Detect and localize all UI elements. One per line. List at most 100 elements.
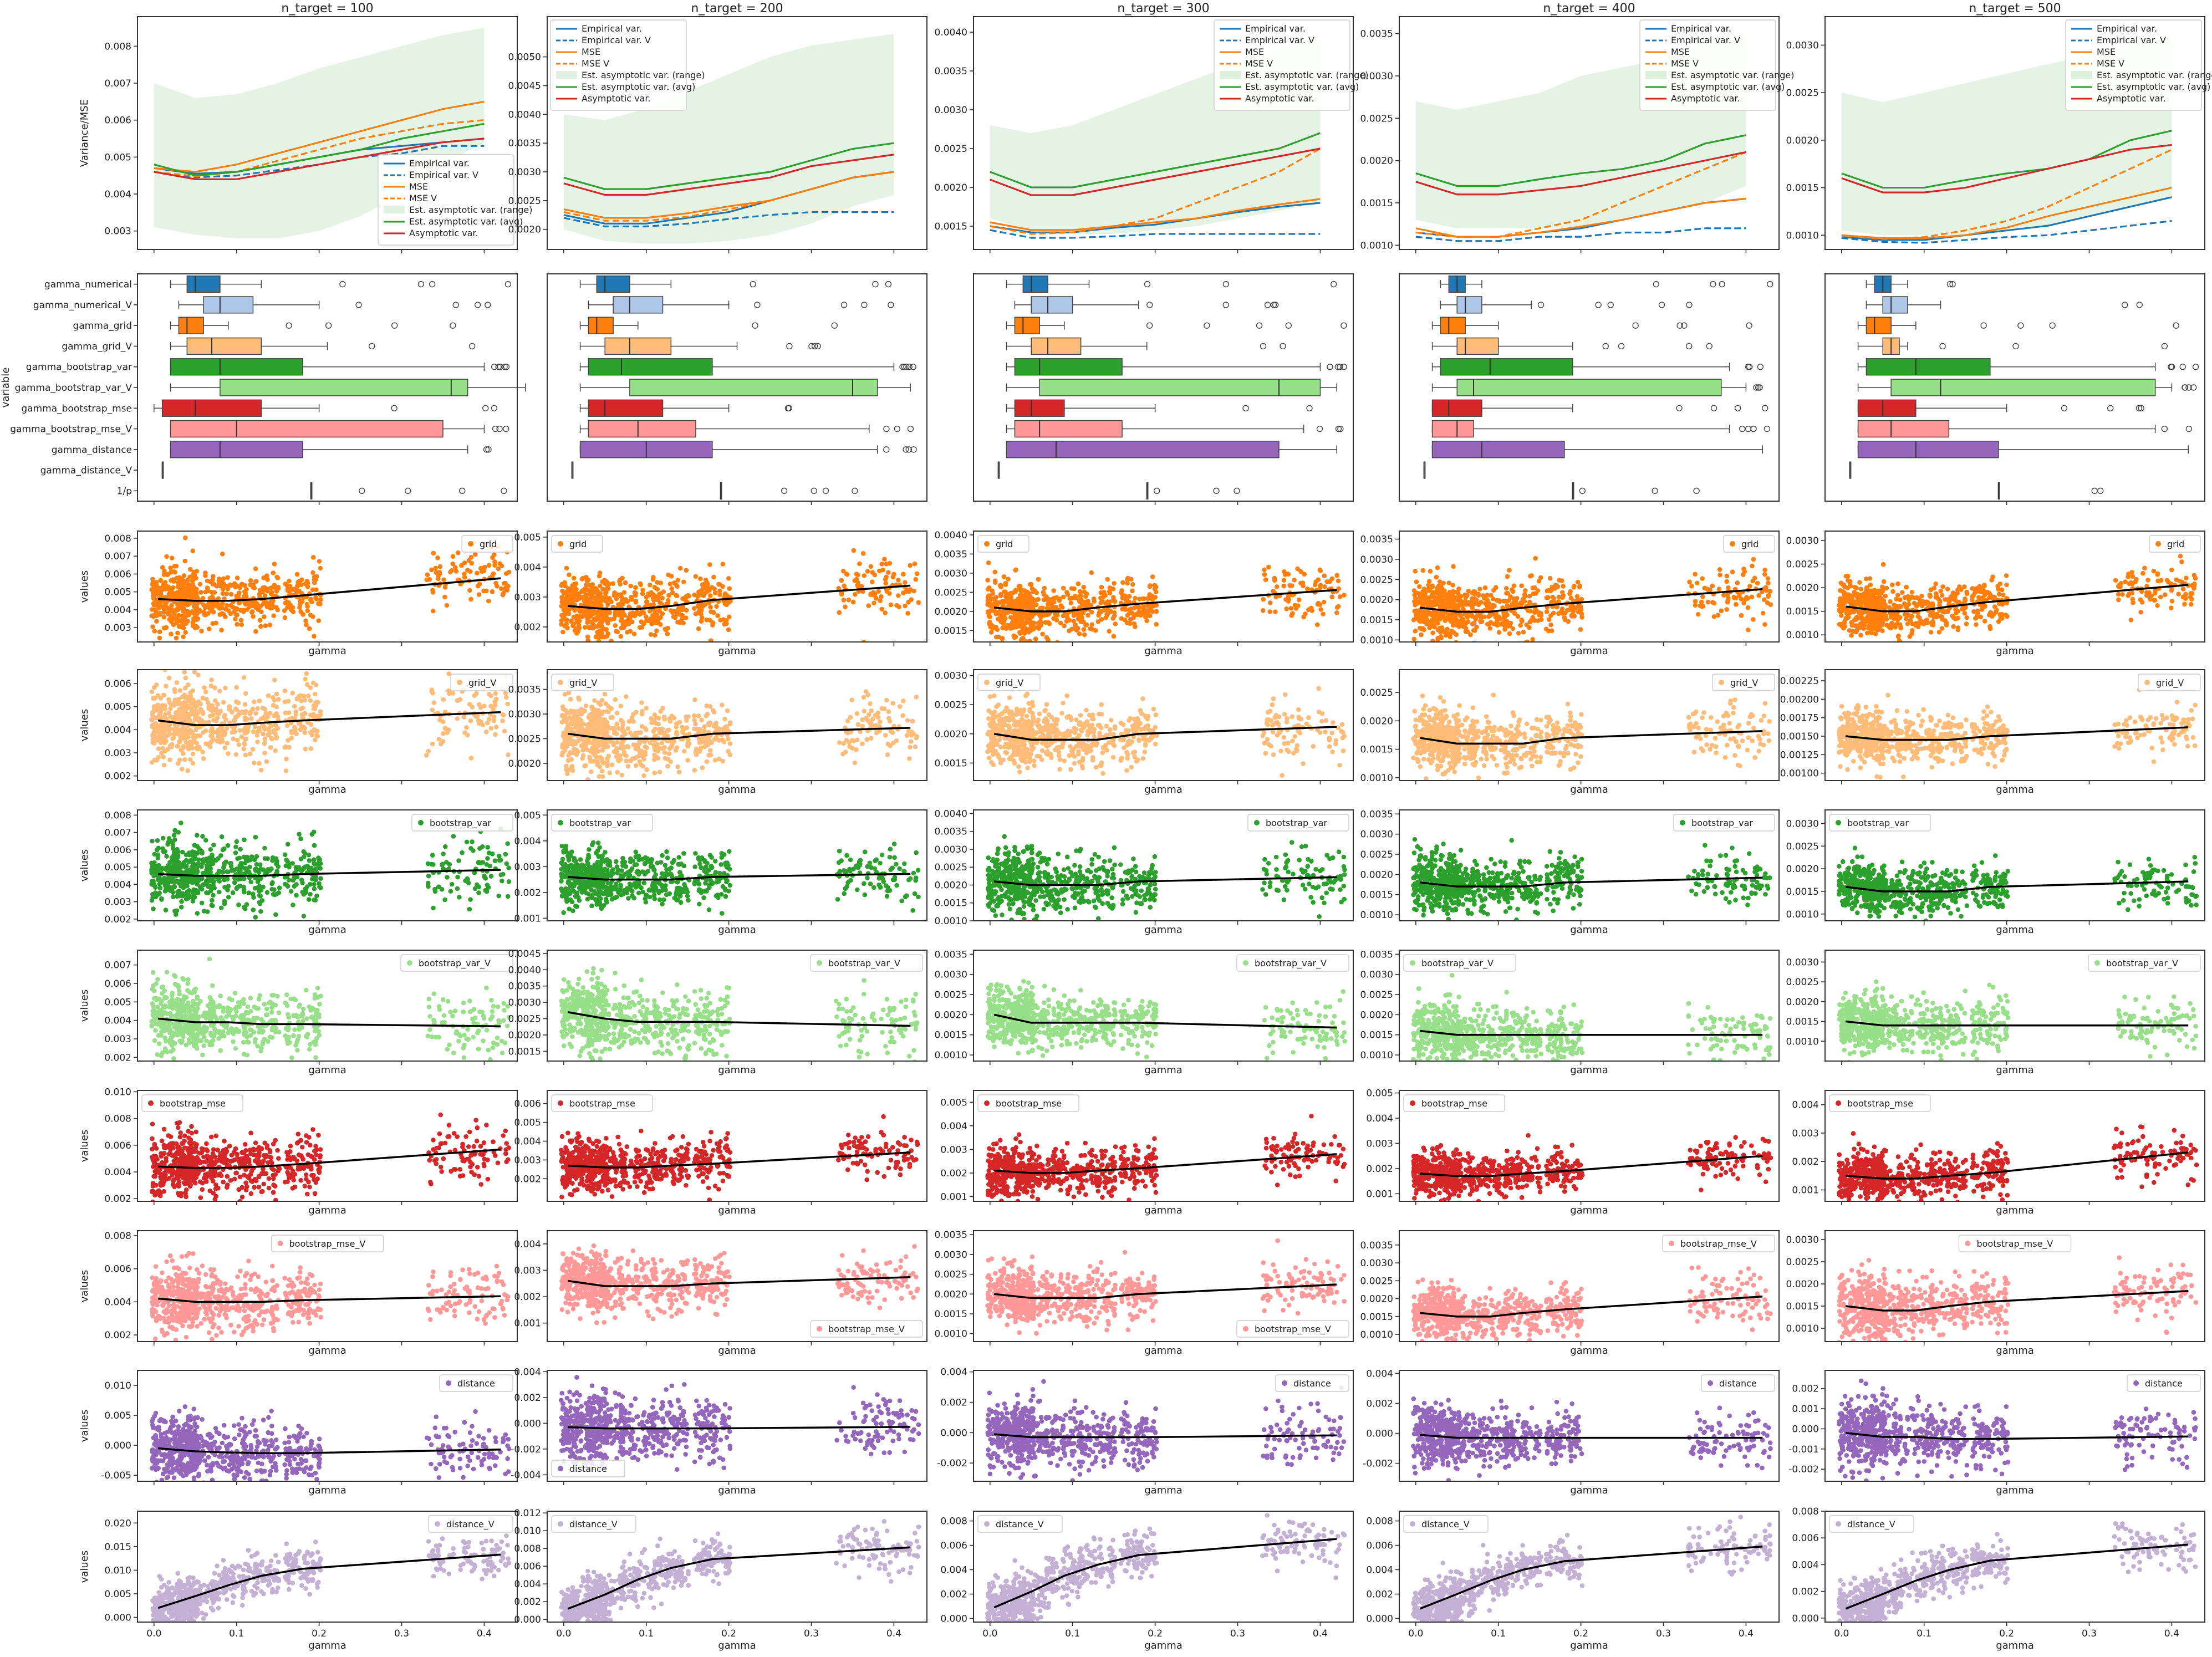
data-point — [1503, 585, 1509, 591]
data-point — [1322, 584, 1327, 589]
data-point — [1767, 589, 1773, 594]
data-point — [299, 599, 305, 604]
outlier-point — [1316, 425, 1323, 432]
data-point — [1075, 626, 1080, 631]
data-point — [1974, 615, 1979, 620]
data-point — [2116, 584, 2121, 589]
data-point — [1411, 636, 1417, 642]
outlier-point — [1739, 425, 1746, 432]
data-point — [1568, 595, 1574, 601]
data-point — [568, 588, 573, 594]
data-point — [708, 604, 713, 610]
data-point — [666, 593, 671, 598]
data-point — [2120, 592, 2125, 597]
data-point — [563, 583, 568, 589]
outlier-point — [495, 364, 502, 370]
outlier-point — [491, 405, 498, 411]
data-point — [1266, 564, 1271, 570]
data-point — [201, 609, 206, 615]
data-point — [876, 589, 881, 594]
outlier-point — [1676, 405, 1683, 411]
data-point — [1022, 631, 1027, 636]
data-point — [598, 594, 604, 599]
data-point — [986, 560, 991, 565]
data-point — [248, 578, 253, 583]
y-tick-label: 0.0040 — [508, 109, 541, 120]
data-point — [1577, 584, 1582, 590]
data-point — [1850, 609, 1856, 614]
data-point — [1710, 583, 1715, 589]
data-point — [611, 616, 616, 621]
data-point — [150, 712, 155, 717]
data-point — [175, 743, 180, 749]
data-point — [1870, 593, 1875, 598]
data-point — [261, 575, 266, 580]
data-point — [2130, 581, 2135, 587]
data-point — [151, 696, 156, 701]
data-point — [168, 565, 173, 570]
data-point — [570, 583, 575, 588]
data-point — [1000, 636, 1005, 641]
scatter-axes-frame — [973, 531, 1354, 643]
legend: grid — [977, 535, 1029, 553]
outlier-point — [1144, 281, 1151, 288]
data-point — [1083, 623, 1088, 628]
legend-label: Est. asymptotic var. (range) — [1245, 70, 1368, 80]
data-point — [916, 600, 921, 605]
data-point — [1878, 595, 1883, 600]
outlier-point — [1264, 302, 1271, 308]
data-point — [235, 575, 240, 580]
data-point — [297, 605, 302, 610]
data-point — [1414, 579, 1419, 584]
data-point — [913, 577, 919, 582]
legend-label: Est. asymptotic var. (avg) — [1245, 81, 1359, 92]
data-point — [1482, 595, 1487, 601]
data-point — [559, 604, 564, 609]
data-point — [1766, 580, 1771, 586]
data-point — [1850, 602, 1856, 608]
data-point — [1069, 626, 1074, 632]
data-point — [162, 569, 167, 574]
data-point — [1424, 602, 1430, 607]
data-point — [1436, 592, 1441, 597]
y-tick-label: 0.0020 — [1786, 583, 1819, 594]
data-point — [1476, 602, 1481, 608]
data-point — [1962, 584, 1967, 589]
data-point — [2128, 618, 2134, 623]
data-point — [1766, 593, 1771, 598]
box-gamma-numerical-V — [203, 296, 254, 314]
legend-label: Est. asymptotic var. (range) — [409, 205, 532, 215]
data-point — [1571, 584, 1577, 590]
data-point — [1533, 555, 1538, 561]
data-point — [871, 600, 876, 606]
data-point — [2126, 572, 2131, 577]
data-point — [486, 563, 492, 568]
scatter-panel-grid-1: 0.0030.0040.0050.0060.0070.008gammavalue… — [79, 531, 518, 657]
data-point — [993, 634, 999, 640]
data-point — [874, 595, 879, 601]
y-tick-label: 0.0030 — [935, 105, 967, 116]
y-tick-label: 0.0025 — [935, 144, 967, 155]
data-point — [610, 581, 616, 587]
data-point — [1064, 615, 1070, 620]
column-title: n_target = 100 — [281, 2, 373, 16]
data-point — [179, 728, 184, 734]
data-point — [1750, 578, 1756, 584]
data-point — [599, 624, 604, 629]
data-point — [441, 577, 446, 583]
boxplot-panel-2 — [547, 273, 927, 505]
data-point — [1453, 604, 1459, 609]
data-point — [674, 593, 680, 599]
series-empirical-var-v — [1841, 220, 2172, 244]
est-asymptotic-range-band — [563, 34, 894, 244]
data-point — [500, 592, 506, 598]
data-point — [1011, 623, 1017, 629]
data-point — [1416, 591, 1422, 596]
data-point — [1336, 586, 1342, 592]
outlier-point — [492, 425, 499, 432]
data-point — [914, 571, 920, 577]
data-point — [621, 590, 627, 595]
data-point — [606, 582, 611, 587]
data-point — [565, 611, 570, 616]
data-point — [2123, 579, 2128, 584]
